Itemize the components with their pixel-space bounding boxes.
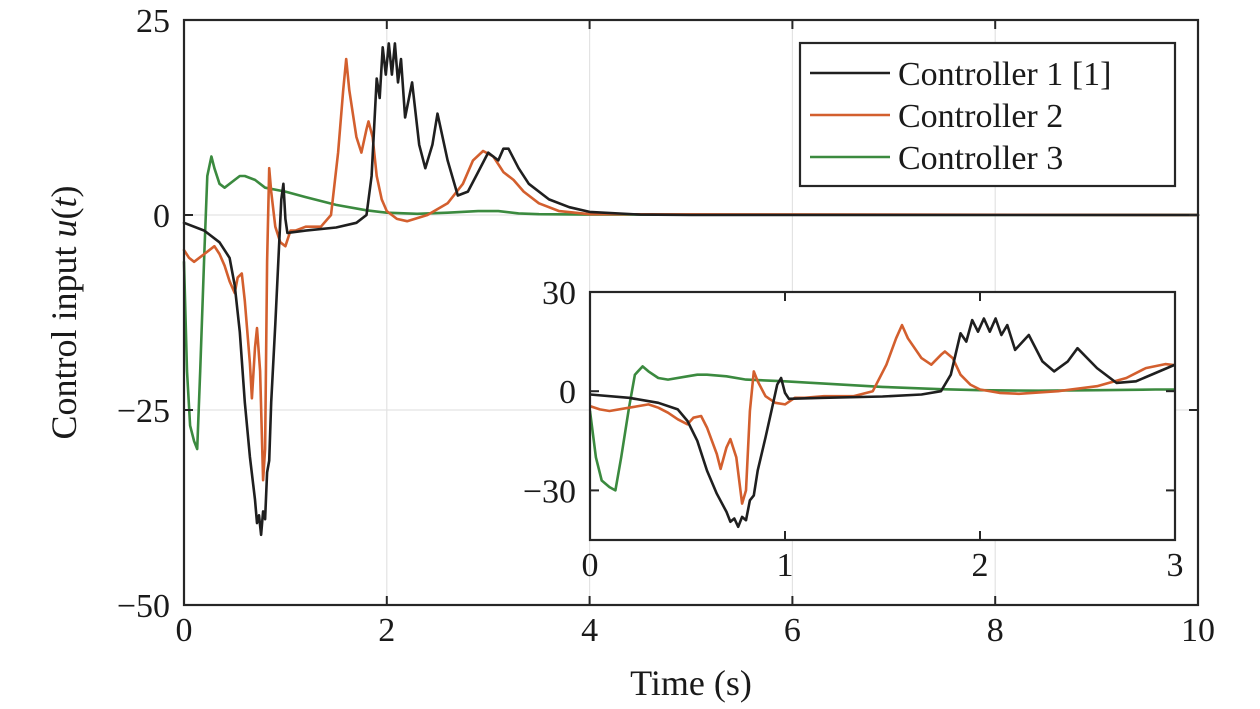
x-tick-label: 6 xyxy=(784,612,801,649)
y-axis-title-var: u xyxy=(44,220,84,238)
inset-plot-frame xyxy=(588,290,1177,542)
legend-entries: Controller 1 [1] Controller 2 Controller 3 xyxy=(810,56,1111,177)
inset-x-tick-label: 1 xyxy=(777,547,794,584)
legend-label: Controller 2 xyxy=(898,98,1063,135)
series-line-controller-3 xyxy=(182,155,1200,451)
y-axis-title-paren-close: ) xyxy=(44,185,84,197)
x-tick-label: 0 xyxy=(176,612,193,649)
y-tick-label: −25 xyxy=(117,393,170,430)
inset-x-tick-label: 3 xyxy=(1167,547,1184,584)
inset-series-group xyxy=(590,317,1175,529)
inset-series-line-controller-3 xyxy=(590,365,1175,492)
y-tick-label: 25 xyxy=(136,3,170,40)
series-line-controller-2 xyxy=(182,57,1200,482)
y-axis-title-arg: t xyxy=(44,197,84,208)
series-line-controller-1-1 xyxy=(182,42,1200,537)
main-plot-frame xyxy=(182,18,1200,607)
y-tick-label: 0 xyxy=(153,198,170,235)
legend-label: Controller 1 [1] xyxy=(898,56,1111,93)
legend: Controller 1 [1] Controller 2 Controller 3 xyxy=(798,41,1177,188)
y-axis-title: Control input u(t) xyxy=(44,185,84,439)
legend-label: Controller 3 xyxy=(898,140,1063,177)
inset-ticks xyxy=(589,291,1176,540)
main-series-group xyxy=(182,42,1200,537)
inset-y-tick-label: 30 xyxy=(542,275,576,312)
x-tick-label: 2 xyxy=(378,612,395,649)
inset-background xyxy=(590,292,1175,540)
inset-y-tick-label: 0 xyxy=(559,374,576,411)
x-tick-label: 4 xyxy=(581,612,598,649)
x-tick-label: 8 xyxy=(987,612,1004,649)
inset-series-line-controller-1-1 xyxy=(590,317,1175,529)
x-tick-label: 10 xyxy=(1181,612,1215,649)
inset-x-tick-label: 0 xyxy=(582,547,599,584)
inset-x-tick-label: 2 xyxy=(972,547,989,584)
y-axis-title-paren-open: ( xyxy=(44,208,84,220)
y-axis-title-prefix: Control input xyxy=(44,238,84,440)
inset-y-tick-label: −30 xyxy=(523,473,576,510)
y-tick-label: −50 xyxy=(117,588,170,625)
main-ticks xyxy=(183,19,1199,606)
x-axis-title: Time (s) xyxy=(630,663,752,703)
